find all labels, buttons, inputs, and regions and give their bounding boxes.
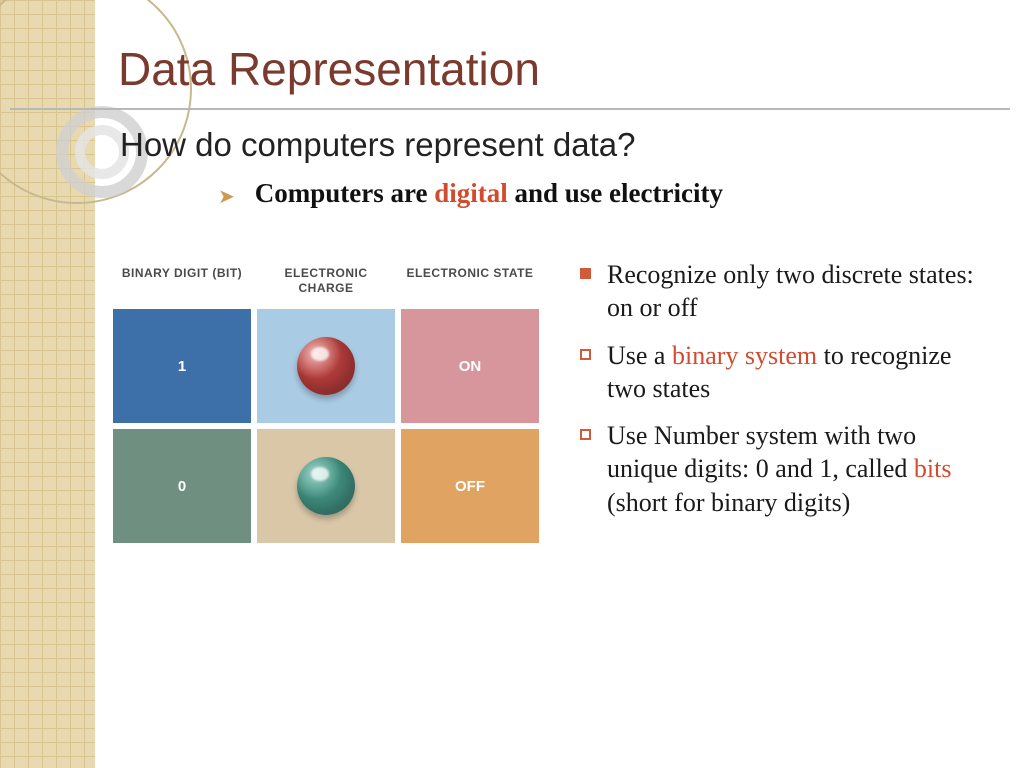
diagram-body: 1 ON 0 OFF bbox=[110, 306, 542, 546]
sphere-icon bbox=[297, 337, 355, 395]
slide-subtitle: How do computers represent data? bbox=[120, 126, 635, 164]
text-segment: Use a bbox=[607, 341, 672, 370]
bullet-list: Recognize only two discrete states: on o… bbox=[580, 258, 990, 533]
slide-title: Data Representation bbox=[118, 42, 540, 96]
lead-bullet-text: Computers are digital and use electricit… bbox=[255, 178, 723, 209]
slide: Data Representation How do computers rep… bbox=[0, 0, 1024, 768]
diagram-header: ELECTRONIC CHARGE bbox=[254, 262, 398, 306]
lead-bullet: ➤ Computers are digital and use electric… bbox=[218, 178, 723, 209]
list-item-text: Use a binary system to recognize two sta… bbox=[607, 339, 990, 406]
chevron-right-icon: ➤ bbox=[218, 184, 235, 209]
list-item: Use a binary system to recognize two sta… bbox=[580, 339, 990, 406]
diagram-header-row: BINARY DIGIT (BIT) ELECTRONIC CHARGE ELE… bbox=[110, 262, 542, 306]
binary-diagram: BINARY DIGIT (BIT) ELECTRONIC CHARGE ELE… bbox=[110, 262, 542, 546]
diagram-cell-bit: 0 bbox=[110, 426, 254, 546]
diagram-cell-bit: 1 bbox=[110, 306, 254, 426]
diagram-cell-state: OFF bbox=[398, 426, 542, 546]
sphere-icon bbox=[297, 457, 355, 515]
text-segment: Use Number system with two unique digits… bbox=[607, 421, 916, 483]
diagram-header: ELECTRONIC STATE bbox=[398, 262, 542, 306]
text-segment: Recognize only two discrete states: on o… bbox=[607, 260, 974, 322]
diagram-cell-charge bbox=[254, 426, 398, 546]
list-item-text: Use Number system with two unique digits… bbox=[607, 419, 990, 519]
square-bullet-icon bbox=[580, 349, 591, 360]
lead-post: and use electricity bbox=[508, 178, 723, 208]
lead-highlight: digital bbox=[434, 178, 508, 208]
diagram-cell-charge bbox=[254, 306, 398, 426]
diagram-header: BINARY DIGIT (BIT) bbox=[110, 262, 254, 306]
highlight-text: bits bbox=[914, 454, 952, 483]
title-underline bbox=[10, 108, 1010, 110]
text-segment: (short for binary digits) bbox=[607, 488, 850, 517]
diagram-row: 1 ON bbox=[110, 306, 542, 426]
lead-pre: Computers are bbox=[255, 178, 434, 208]
square-bullet-icon bbox=[580, 268, 591, 279]
list-item: Recognize only two discrete states: on o… bbox=[580, 258, 990, 325]
diagram-row: 0 OFF bbox=[110, 426, 542, 546]
square-bullet-icon bbox=[580, 429, 591, 440]
list-item: Use Number system with two unique digits… bbox=[580, 419, 990, 519]
highlight-text: binary system bbox=[672, 341, 817, 370]
diagram-cell-state: ON bbox=[398, 306, 542, 426]
list-item-text: Recognize only two discrete states: on o… bbox=[607, 258, 990, 325]
